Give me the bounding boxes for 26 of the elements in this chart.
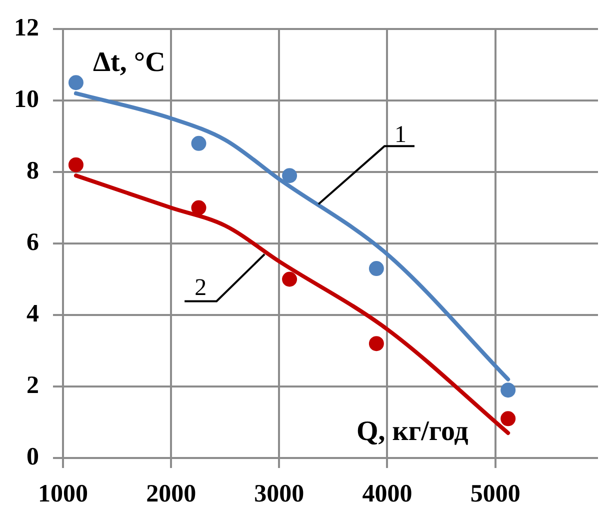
x-tick-label: 2000 [146, 480, 196, 508]
point [282, 272, 298, 287]
y-tick-label: 10 [14, 86, 39, 113]
y-tick-label: 12 [14, 14, 39, 42]
annotation: 1 [394, 122, 407, 148]
y-tick-label: 0 [26, 443, 39, 470]
y-tick-label: 6 [26, 228, 39, 256]
point [368, 336, 384, 352]
point [191, 136, 206, 151]
y-tick-label: 4 [26, 300, 40, 328]
y-tick-label: 8 [26, 157, 39, 184]
x-tick-label: 1000 [38, 480, 88, 508]
y-axis-title: Δt, °C [93, 47, 166, 78]
point [68, 75, 84, 90]
point [68, 157, 84, 172]
y-tick-label: 2 [26, 372, 39, 399]
annotation: 2 [194, 275, 207, 302]
point [191, 200, 206, 216]
x-tick-label: 5000 [470, 480, 520, 508]
point [368, 261, 384, 276]
x-tick-label: 3000 [254, 480, 304, 508]
x-tick-label: 4000 [362, 480, 412, 508]
x-axis-title: Q, кг/год [356, 416, 468, 447]
point [500, 411, 516, 426]
point [282, 168, 298, 184]
point [500, 382, 516, 398]
